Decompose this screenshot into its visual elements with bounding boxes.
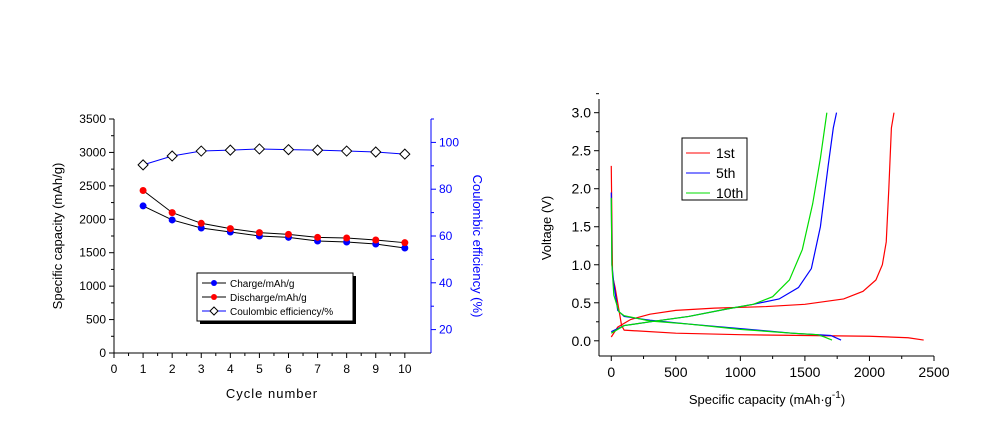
c1-ytick-label: 0 [99, 346, 106, 360]
c1-ytick-label: 1500 [79, 246, 106, 260]
c1-y2tick-label: 40 [439, 276, 453, 290]
c2-xlabel: Specific capacity (mAh·g-1) [689, 390, 845, 407]
c1-ylabel: Specific capacity (mAh/g) [50, 163, 65, 310]
c2-series-10th-line [610, 112, 828, 334]
c2-ytick-label: 1.0 [572, 257, 592, 273]
c1-point [166, 150, 178, 162]
c1-xtick-label: 6 [285, 362, 292, 376]
c2-ytick-label: 0.0 [572, 333, 592, 349]
c1-point [139, 187, 147, 195]
c1-ytick-label: 2500 [79, 179, 106, 193]
c1-xtick-label: 5 [256, 362, 263, 376]
c1-series-line [142, 190, 405, 244]
c1-ytick-label: 2000 [79, 212, 106, 226]
c1-legend-marker [209, 306, 219, 316]
c1-point [255, 229, 263, 237]
c1-point [282, 143, 295, 156]
c1-series-line [142, 205, 405, 249]
c1-y2tick-label: 80 [439, 182, 453, 196]
c1-point [137, 159, 149, 171]
c1-point [372, 236, 380, 244]
c2-legend [681, 137, 748, 201]
c2-series-1st-line [610, 112, 895, 338]
c1-series-line [142, 148, 405, 166]
c1-y2tick-label: 20 [439, 323, 453, 337]
c2-xtick-label: 1500 [789, 364, 820, 380]
c1-point [226, 225, 234, 233]
c1-point [253, 143, 266, 155]
c1-xtick-label: 0 [111, 362, 118, 376]
c1-point [197, 219, 205, 227]
c1-y2tick-label: 100 [439, 135, 459, 149]
c1-legend-marker [211, 294, 217, 300]
c1-xtick-label: 1 [140, 362, 147, 376]
c1-ytick-label: 3500 [79, 112, 106, 126]
c2-series-10th-line [610, 197, 833, 341]
c1-point [399, 148, 411, 160]
c2-xtick-label: 500 [664, 364, 688, 380]
c2-ylabel: Voltage (V) [539, 196, 554, 260]
c1-xtick-label: 10 [398, 362, 412, 376]
c1-point [284, 230, 292, 238]
c1-point [168, 216, 176, 224]
cycling-chart: Cycle number Specific capacity (mAh/g) C… [50, 112, 485, 401]
c1-point [343, 234, 351, 242]
c1-legend-label: Charge/mAh/g [230, 279, 294, 290]
c1-point [401, 239, 409, 247]
c1-point [370, 146, 382, 158]
c1-point [340, 145, 353, 157]
c2-legend-label: 5th [716, 165, 735, 181]
c1-y2tick-label: 60 [439, 229, 453, 243]
c2-ytick-label: 2.5 [572, 143, 592, 159]
c2-legend-label: 10th [716, 185, 743, 201]
c1-point [314, 233, 322, 241]
c2-ytick-label: 0.5 [572, 295, 592, 311]
voltage-chart: Specific capacity (mAh·g-1) Voltage (V) … [539, 93, 950, 407]
c1-point [168, 209, 176, 217]
c1-xtick-label: 2 [169, 362, 176, 376]
c2-ytick-label: 1.5 [572, 219, 592, 235]
c1-legend-label: Coulombic efficiency/% [230, 307, 333, 318]
c1-ytick-label: 3000 [79, 145, 106, 159]
c1-xtick-label: 3 [198, 362, 205, 376]
c1-ytick-label: 500 [86, 313, 106, 327]
c2-xtick-label: 1000 [725, 364, 756, 380]
c2-legend-label: 1st [716, 145, 735, 161]
c1-xtick-label: 8 [343, 362, 350, 376]
c2-xtick-label: 2500 [918, 364, 949, 380]
c1-xtick-label: 4 [227, 362, 234, 376]
c2-ytick-label: 2.0 [572, 181, 592, 197]
c1-xtick-label: 9 [372, 362, 379, 376]
c1-xtick-label: 7 [314, 362, 321, 376]
c1-y2label: Coulombic efficiency (%) [470, 175, 485, 318]
c2-ytick-label: 3.0 [572, 105, 592, 121]
c1-point [195, 145, 207, 157]
c1-legend-marker [211, 280, 217, 286]
c1-point [139, 202, 147, 210]
c2-series-5th-line [610, 192, 842, 341]
c2-xtick-label: 2000 [854, 364, 885, 380]
c1-point [224, 144, 237, 156]
c1-legend-label: Discharge/mAh/g [230, 293, 307, 304]
c1-point [311, 144, 324, 156]
c1-ytick-label: 1000 [79, 279, 106, 293]
c2-xtick-label: 0 [607, 364, 615, 380]
c1-xlabel: Cycle number [226, 386, 318, 401]
c2-series-1st-line [610, 165, 924, 341]
c1-point [401, 244, 409, 252]
